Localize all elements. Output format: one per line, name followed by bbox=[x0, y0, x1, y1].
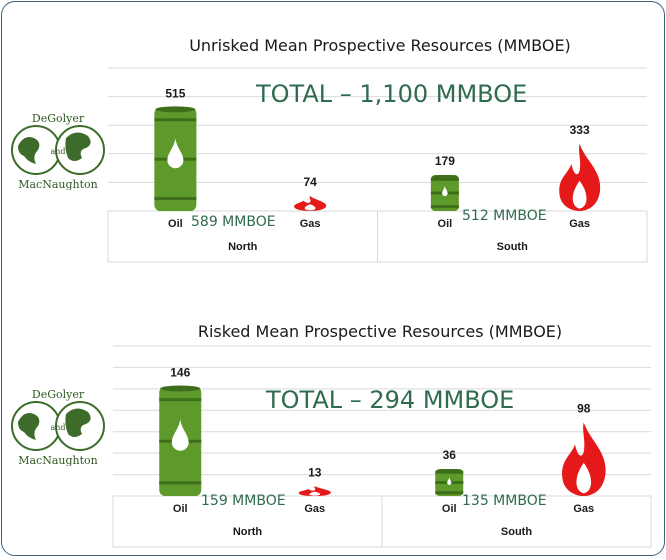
logo-line1: DeGolyer bbox=[32, 112, 85, 125]
group-tick-label: North bbox=[233, 526, 263, 538]
oil-drop-icon bbox=[171, 419, 189, 451]
gas-flame-bar bbox=[294, 196, 327, 211]
gas-flame-bar bbox=[298, 486, 331, 496]
category-tick-label: Oil bbox=[168, 218, 183, 230]
company-logo: DeGolyer and MacNaughton bbox=[4, 108, 112, 191]
barrel-top bbox=[160, 385, 201, 392]
barrel-hoop bbox=[430, 205, 459, 209]
flame-shape bbox=[298, 486, 331, 496]
data-label: 333 bbox=[570, 123, 590, 137]
flame-shape bbox=[562, 422, 606, 496]
logo-line3: MacNaughton bbox=[18, 178, 98, 190]
barrel-top bbox=[155, 106, 196, 113]
group-tick-label: South bbox=[497, 241, 528, 253]
category-tick-label: Gas bbox=[573, 503, 594, 515]
oil-barrel-bar bbox=[435, 469, 464, 496]
flame-core bbox=[572, 180, 587, 209]
data-label: 74 bbox=[303, 175, 317, 189]
chart-title: Unrisked Mean Prospective Resources (MMB… bbox=[189, 36, 571, 55]
oil-barrel-bar bbox=[430, 174, 459, 211]
oil-barrel-bar bbox=[159, 385, 202, 496]
category-tick-label: Gas bbox=[300, 218, 321, 230]
risked-chart: 146 13 Oil Gas North 36 98 Oil Gas South bbox=[112, 345, 652, 548]
risked-panel: Risked Mean Prospective Resources (MMBOE… bbox=[0, 290, 666, 560]
category-tick-label: Oil bbox=[442, 503, 457, 515]
flame-core bbox=[304, 204, 316, 211]
barrel-hoop bbox=[435, 470, 464, 474]
chart-title: Risked Mean Prospective Resources (MMBOE… bbox=[197, 322, 563, 341]
north-total: 589 MMBOE bbox=[191, 214, 276, 230]
barrel-hoop bbox=[159, 481, 202, 485]
group-tick-label: South bbox=[501, 526, 532, 538]
category-tick-label: Oil bbox=[173, 503, 188, 515]
north-total: 159 MMBOE bbox=[201, 493, 286, 509]
south-total: 135 MMBOE bbox=[462, 493, 547, 509]
category-tick-label: Gas bbox=[304, 503, 325, 515]
barrel-hoop bbox=[154, 197, 197, 201]
flame-core bbox=[576, 462, 592, 494]
data-label: 98 bbox=[577, 402, 591, 416]
category-tick-label: Oil bbox=[438, 218, 453, 230]
total-label: TOTAL – 1,100 MMBOE bbox=[256, 80, 528, 108]
flame-shape bbox=[294, 196, 327, 211]
gas-flame-bar bbox=[562, 422, 606, 496]
company-logo: DeGolyer and MacNaughton bbox=[4, 384, 112, 467]
oil-drop-icon bbox=[167, 138, 184, 169]
data-label: 146 bbox=[170, 366, 190, 380]
barrel-hoop bbox=[154, 118, 197, 122]
logo-line2: and bbox=[50, 423, 65, 432]
oil-barrel-bar bbox=[154, 106, 197, 211]
barrel-hoop bbox=[430, 177, 459, 181]
south-total: 512 MMBOE bbox=[462, 208, 547, 224]
group-tick-label: North bbox=[228, 241, 258, 253]
data-label: 179 bbox=[435, 154, 455, 168]
logo-line3: MacNaughton bbox=[18, 454, 98, 466]
barrel-hoop bbox=[159, 398, 202, 402]
oil-drop-icon bbox=[447, 477, 452, 485]
gas-flame-bar bbox=[559, 143, 601, 211]
flame-shape bbox=[559, 143, 601, 211]
unrisked-chart: 515 74 Oil Gas North 179 333 Oil Gas South bbox=[107, 67, 648, 263]
data-label: 36 bbox=[443, 448, 457, 462]
data-label: 13 bbox=[308, 465, 322, 479]
oil-drop-icon bbox=[442, 185, 448, 197]
unrisked-panel: Unrisked Mean Prospective Resources (MMB… bbox=[0, 0, 666, 270]
category-tick-label: Gas bbox=[569, 218, 590, 230]
data-label: 515 bbox=[165, 86, 185, 100]
total-label: TOTAL – 294 MMBOE bbox=[266, 386, 515, 414]
barrel-hoop bbox=[435, 491, 464, 495]
logo-line1: DeGolyer bbox=[32, 388, 85, 401]
flame-core bbox=[309, 491, 321, 496]
logo-line2: and bbox=[50, 147, 65, 156]
